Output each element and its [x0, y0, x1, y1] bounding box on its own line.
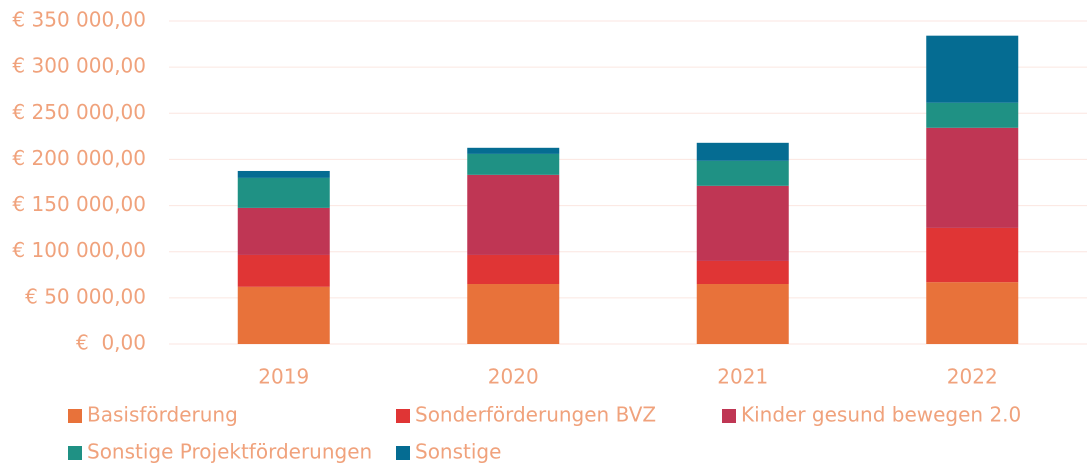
y-tick-label: € 0,00 — [76, 331, 146, 355]
legend-label: Sonstige Projektförderungen — [87, 440, 372, 464]
y-tick-label: € 100 000,00 — [12, 238, 146, 262]
legend-swatch — [722, 409, 736, 423]
bar-segment — [696, 185, 789, 261]
bar-segment — [467, 147, 560, 154]
bar-segment — [926, 35, 1019, 103]
bar-segment — [467, 254, 560, 285]
x-tick-label: 2019 — [258, 365, 309, 389]
y-tick-label: € 350 000,00 — [12, 8, 146, 32]
bar-segment — [926, 282, 1019, 344]
y-tick-label: € 300 000,00 — [12, 54, 146, 78]
legend-label: Basisförderung — [87, 403, 238, 427]
y-tick-label: € 150 000,00 — [12, 192, 146, 216]
bar-segment — [696, 260, 789, 285]
bar-segment — [696, 284, 789, 344]
bar-segment — [696, 160, 789, 186]
legend-swatch — [396, 409, 410, 423]
x-tick-label: 2022 — [947, 365, 998, 389]
bar-segment — [467, 284, 560, 344]
bar-segment — [237, 177, 330, 208]
bar-segment — [237, 170, 330, 178]
x-tick-label: 2021 — [717, 365, 768, 389]
bar-segment — [926, 102, 1019, 128]
legend-label: Sonstige — [415, 440, 501, 464]
bar-segment — [237, 254, 330, 287]
y-tick-label: € 50 000,00 — [25, 284, 146, 308]
legend-swatch — [396, 446, 410, 460]
bar-segment — [237, 286, 330, 344]
y-tick-label: € 200 000,00 — [12, 146, 146, 170]
y-tick-label: € 250 000,00 — [12, 100, 146, 124]
bar-segment — [237, 207, 330, 255]
bar-segment — [467, 153, 560, 175]
bar-segment — [926, 127, 1019, 228]
bar-segment — [696, 142, 789, 161]
legend-label: Sonderförderungen BVZ — [415, 403, 656, 427]
x-tick-label: 2020 — [488, 365, 539, 389]
bar-segment — [467, 174, 560, 255]
legend-swatch — [68, 446, 82, 460]
legend-label: Kinder gesund bewegen 2.0 — [741, 403, 1021, 427]
bar-segment — [926, 227, 1019, 283]
legend-swatch — [68, 409, 82, 423]
